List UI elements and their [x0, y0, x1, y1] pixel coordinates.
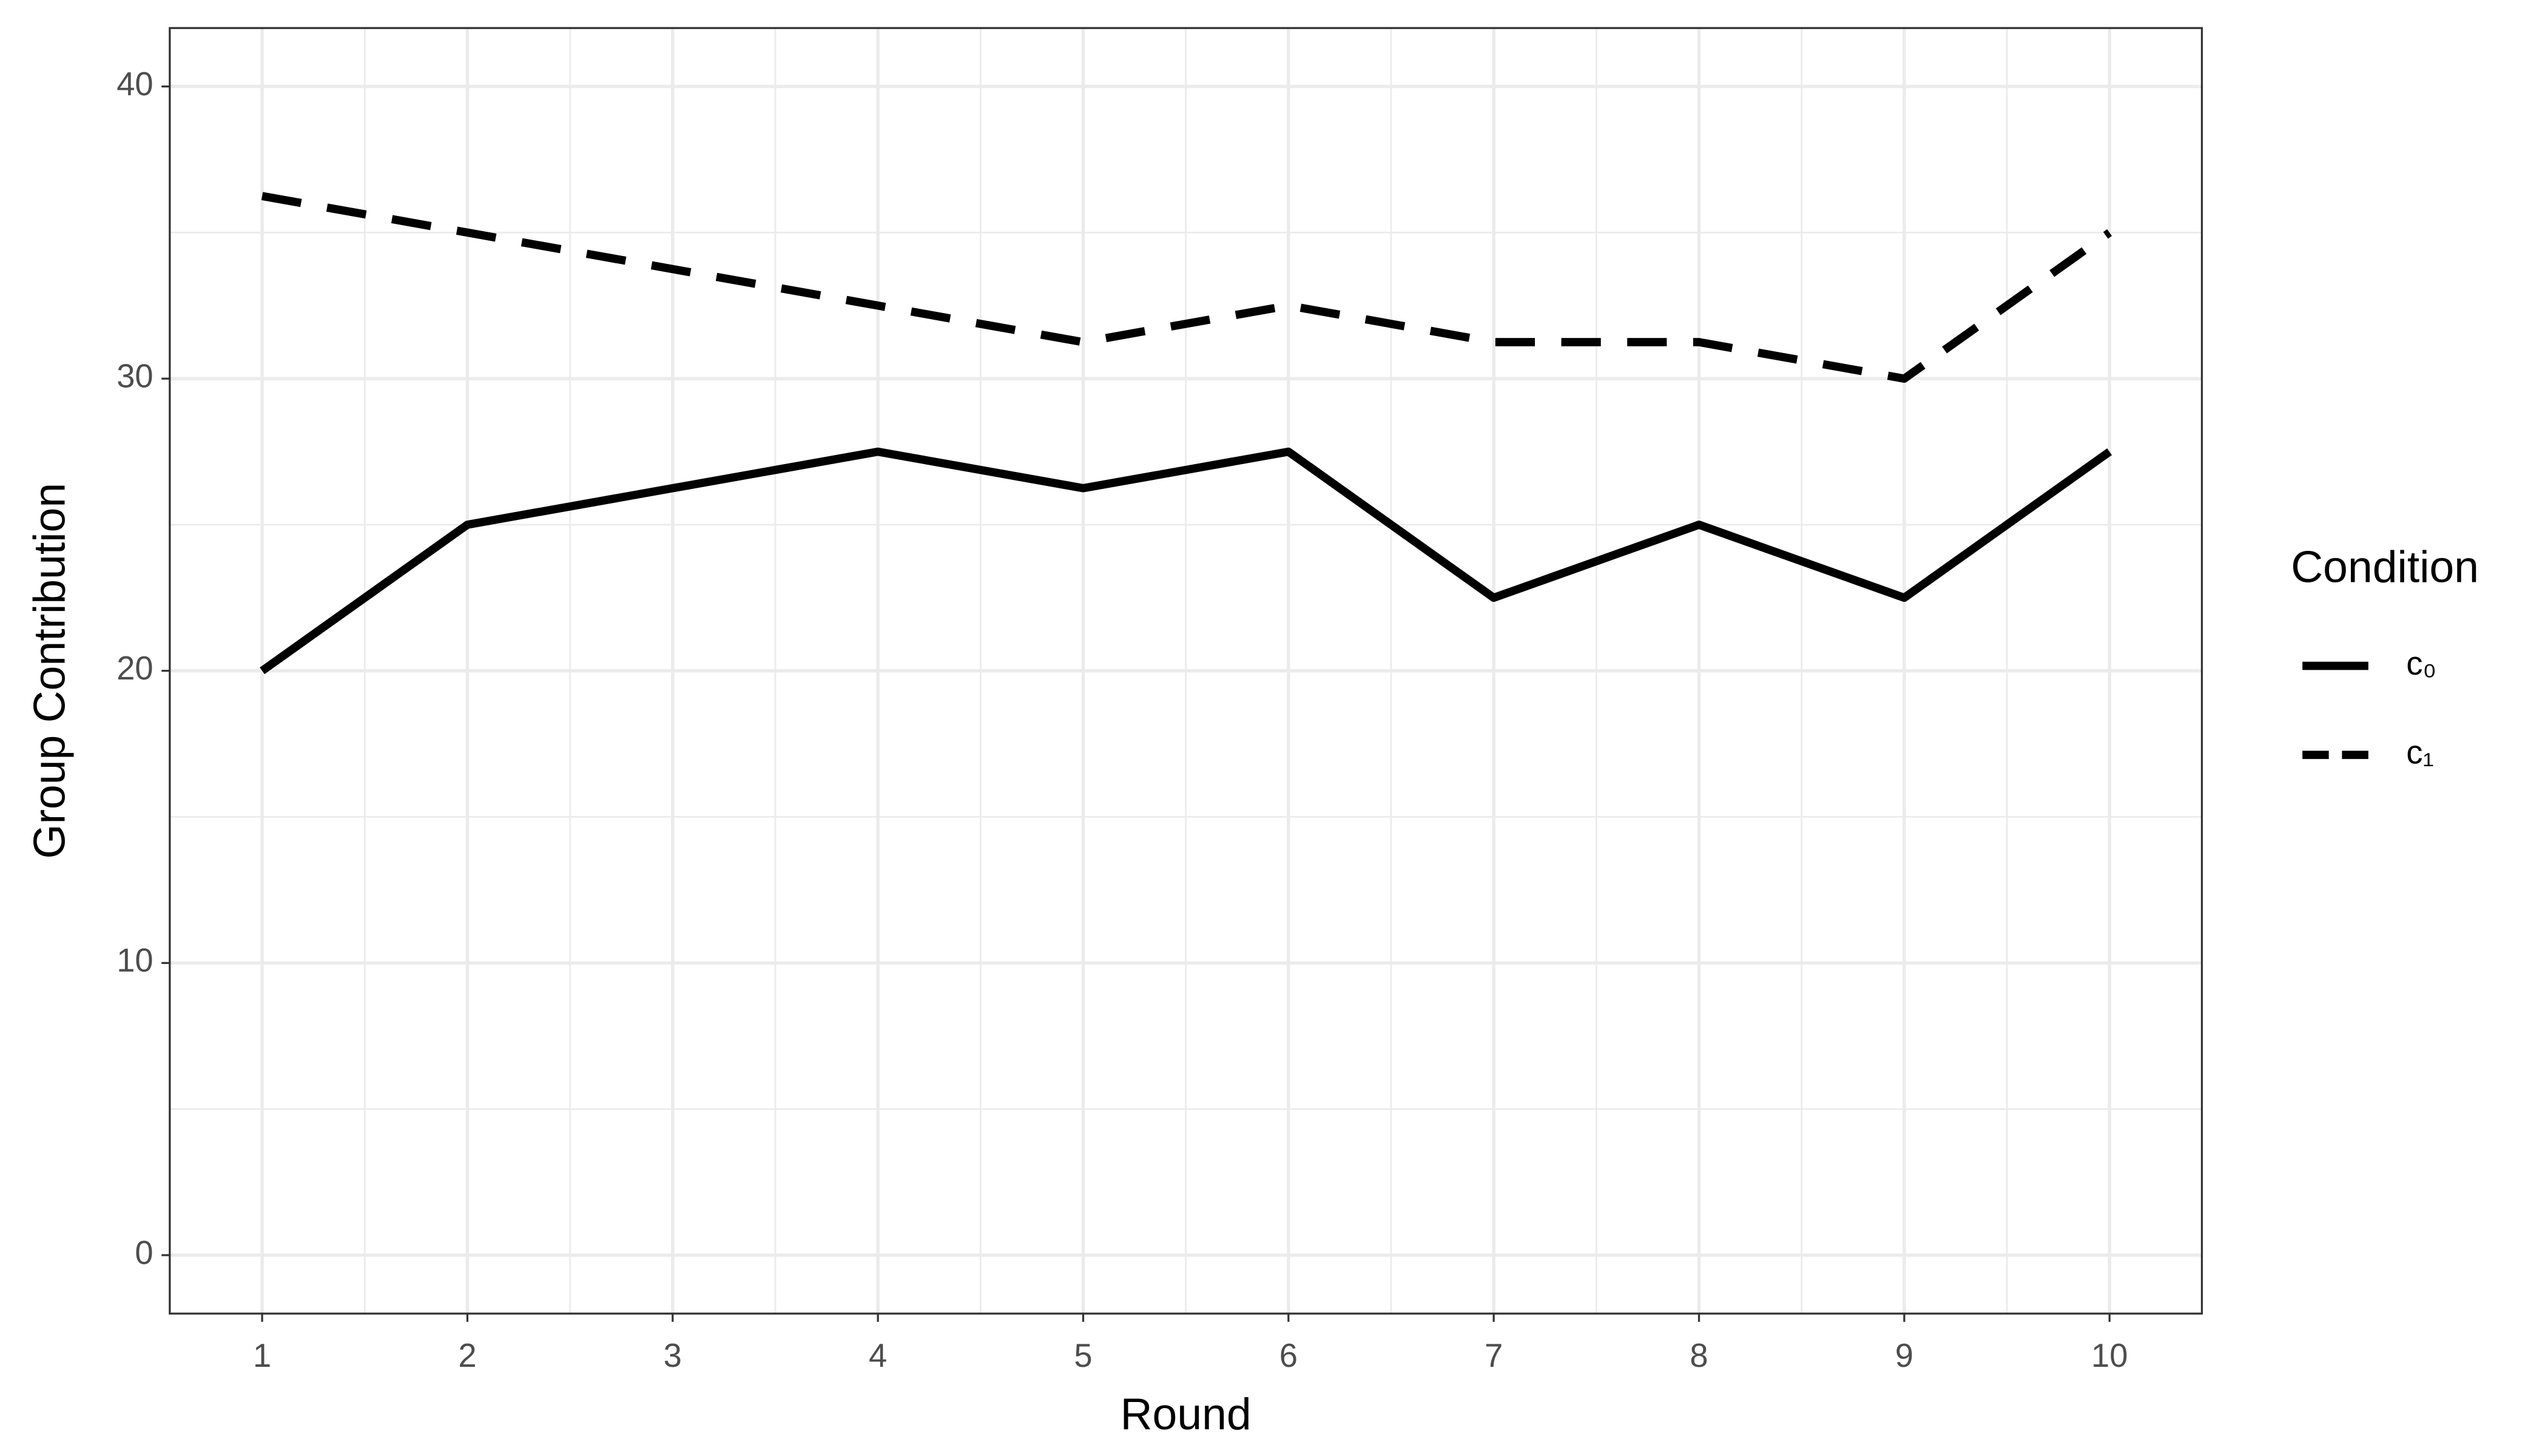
- legend-label: c₁: [2406, 734, 2434, 771]
- legend-label: c₀: [2406, 645, 2436, 682]
- legend-title: Condition: [2291, 542, 2479, 592]
- x-tick-label: 7: [1485, 1337, 1503, 1374]
- y-tick-label: 0: [135, 1234, 153, 1271]
- lines: [260, 192, 2112, 675]
- x-tick-label: 5: [1074, 1337, 1092, 1374]
- x-tick-label: 3: [664, 1337, 682, 1374]
- x-tick-label: 9: [1895, 1337, 1913, 1374]
- y-axis-title: Group Contribution: [24, 483, 74, 859]
- x-tick-label: 1: [253, 1337, 271, 1374]
- series-line: [261, 192, 2112, 383]
- x-tick-label: 8: [1690, 1337, 1708, 1374]
- y-tick-label: 20: [116, 650, 153, 687]
- grid: [169, 28, 2202, 1314]
- x-tick-label: 6: [1279, 1337, 1298, 1374]
- y-tick-label: 40: [116, 66, 153, 103]
- x-tick-label: 4: [869, 1337, 887, 1374]
- x-tick-label: 2: [458, 1337, 476, 1374]
- series-line: [260, 447, 2112, 675]
- x-axis-title: Round: [1121, 1389, 1252, 1439]
- x-tick-label: 10: [2091, 1337, 2128, 1374]
- y-tick-label: 10: [116, 942, 153, 979]
- y-tick-label: 30: [116, 357, 153, 394]
